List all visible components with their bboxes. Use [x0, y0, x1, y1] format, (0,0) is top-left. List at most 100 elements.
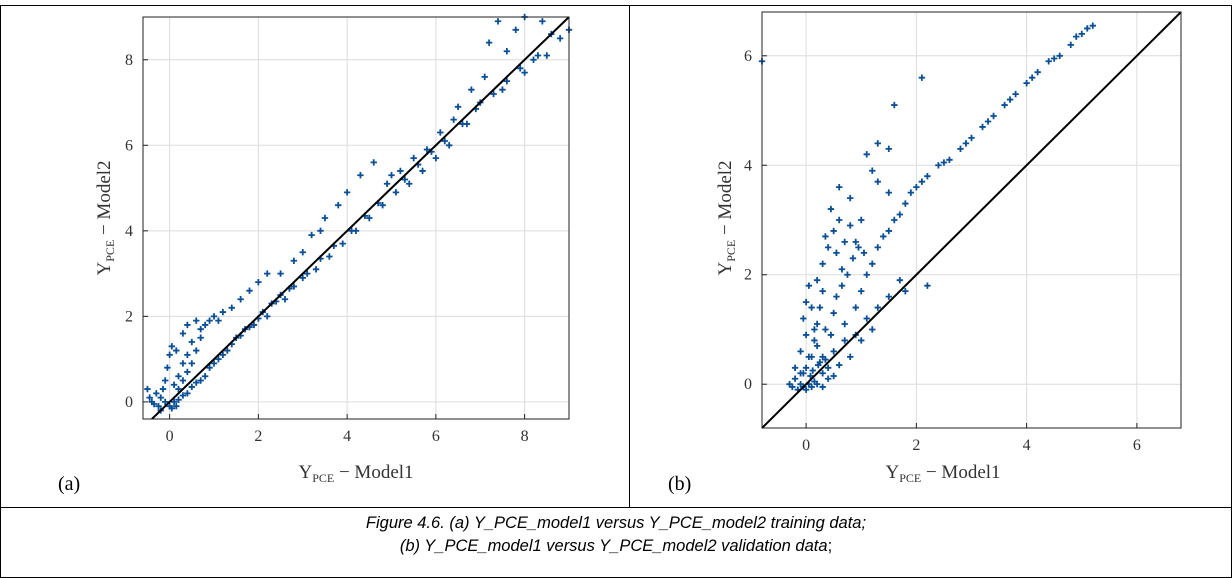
data-points-b	[758, 22, 1096, 393]
reference-line-a	[151, 16, 570, 420]
caption-line-2-text: (b) Y_PCE_model1 versus Y_PCE_model2 val…	[399, 537, 828, 555]
data-point	[1006, 96, 1014, 103]
data-point	[197, 334, 204, 341]
data-point	[155, 402, 162, 410]
data-point	[499, 86, 506, 93]
data-point	[869, 326, 876, 333]
data-point	[299, 274, 306, 282]
data-point	[201, 373, 209, 380]
data-point	[827, 205, 835, 213]
data-point	[935, 162, 942, 169]
data-point	[485, 39, 493, 46]
data-point	[791, 375, 799, 382]
data-point	[907, 189, 915, 196]
data-point	[896, 277, 904, 284]
y-tick-label: 6	[744, 48, 752, 65]
x-tick-label: 6	[1133, 437, 1141, 454]
data-point	[791, 364, 799, 371]
figure-caption: Figure 4.6. (a) Y_PCE_model1 versus Y_PC…	[0, 512, 1232, 578]
data-point	[830, 372, 837, 380]
data-point	[173, 402, 180, 410]
data-point	[210, 313, 218, 320]
data-point	[847, 194, 854, 202]
data-point	[849, 255, 857, 262]
data-point	[366, 214, 373, 222]
data-point	[445, 142, 453, 149]
data-point	[290, 283, 298, 290]
data-point	[885, 293, 893, 300]
data-point	[161, 377, 169, 384]
data-point	[808, 383, 815, 391]
y-tick-label: 2	[125, 308, 133, 325]
data-point	[193, 347, 200, 354]
data-point	[401, 176, 409, 183]
data-point	[847, 353, 854, 361]
axes-box-a	[142, 16, 570, 420]
data-point	[299, 249, 306, 256]
data-point	[860, 249, 868, 257]
data-point	[841, 238, 848, 246]
data-point	[984, 118, 992, 125]
data-point	[800, 315, 807, 322]
data-point	[432, 154, 440, 162]
data-point	[874, 304, 881, 311]
data-point	[250, 321, 258, 329]
data-point	[835, 361, 843, 369]
data-point	[161, 398, 169, 406]
data-point	[813, 277, 821, 284]
data-point	[150, 400, 158, 408]
data-point	[370, 159, 377, 166]
y-tick-label: 6	[125, 137, 133, 154]
y-tick-label: 4	[125, 223, 133, 240]
data-point	[822, 356, 829, 363]
caption-line-1: Figure 4.6. (a) Y_PCE_model1 versus Y_PC…	[365, 514, 867, 532]
data-point	[805, 353, 813, 361]
data-point	[830, 309, 837, 317]
y-tick-label: 8	[125, 52, 133, 69]
data-point	[841, 337, 848, 344]
data-point	[852, 304, 859, 311]
data-point	[819, 287, 826, 295]
data-point	[968, 134, 975, 142]
scatter-chart-b: 0 2 4 6 0 2 4 6 YPCE − Model1 YPCE − Model2 (b)	[668, 11, 1182, 495]
data-point	[1084, 25, 1091, 32]
data-point	[819, 370, 826, 377]
data-point	[940, 159, 948, 166]
data-point	[392, 189, 400, 196]
data-point	[816, 304, 824, 311]
data-point	[388, 172, 395, 179]
data-point	[146, 394, 153, 401]
grid-b	[762, 12, 1181, 428]
data-point	[166, 351, 173, 359]
data-point	[962, 140, 970, 147]
data-point	[441, 137, 448, 145]
data-point	[490, 90, 497, 98]
data-point	[303, 270, 311, 277]
y-tick-label: 4	[744, 157, 752, 174]
data-point	[379, 201, 386, 209]
data-point	[880, 233, 887, 240]
data-point	[1012, 90, 1019, 98]
y-tick-label: 0	[125, 394, 133, 411]
data-point	[246, 287, 253, 294]
data-point	[357, 172, 364, 179]
data-point	[824, 375, 832, 382]
data-point	[188, 383, 196, 391]
data-point	[168, 343, 176, 350]
data-point	[197, 325, 204, 333]
data-point	[264, 313, 271, 320]
data-point	[885, 145, 893, 153]
data-point	[833, 293, 840, 300]
x-tick-label: 2	[912, 437, 920, 454]
data-point	[193, 317, 200, 324]
tick-labels-b: 0 2 4 6 0 2 4 6	[744, 48, 1141, 454]
data-point	[1001, 101, 1008, 109]
x-tick-label: 6	[432, 428, 440, 445]
data-point	[339, 240, 346, 247]
data-point	[175, 385, 182, 393]
data-point	[468, 86, 475, 93]
x-axis-label-a: YPCE − Model1	[298, 462, 413, 485]
data-point	[918, 74, 926, 81]
axes-box-b	[761, 11, 1182, 429]
data-point	[503, 48, 511, 55]
